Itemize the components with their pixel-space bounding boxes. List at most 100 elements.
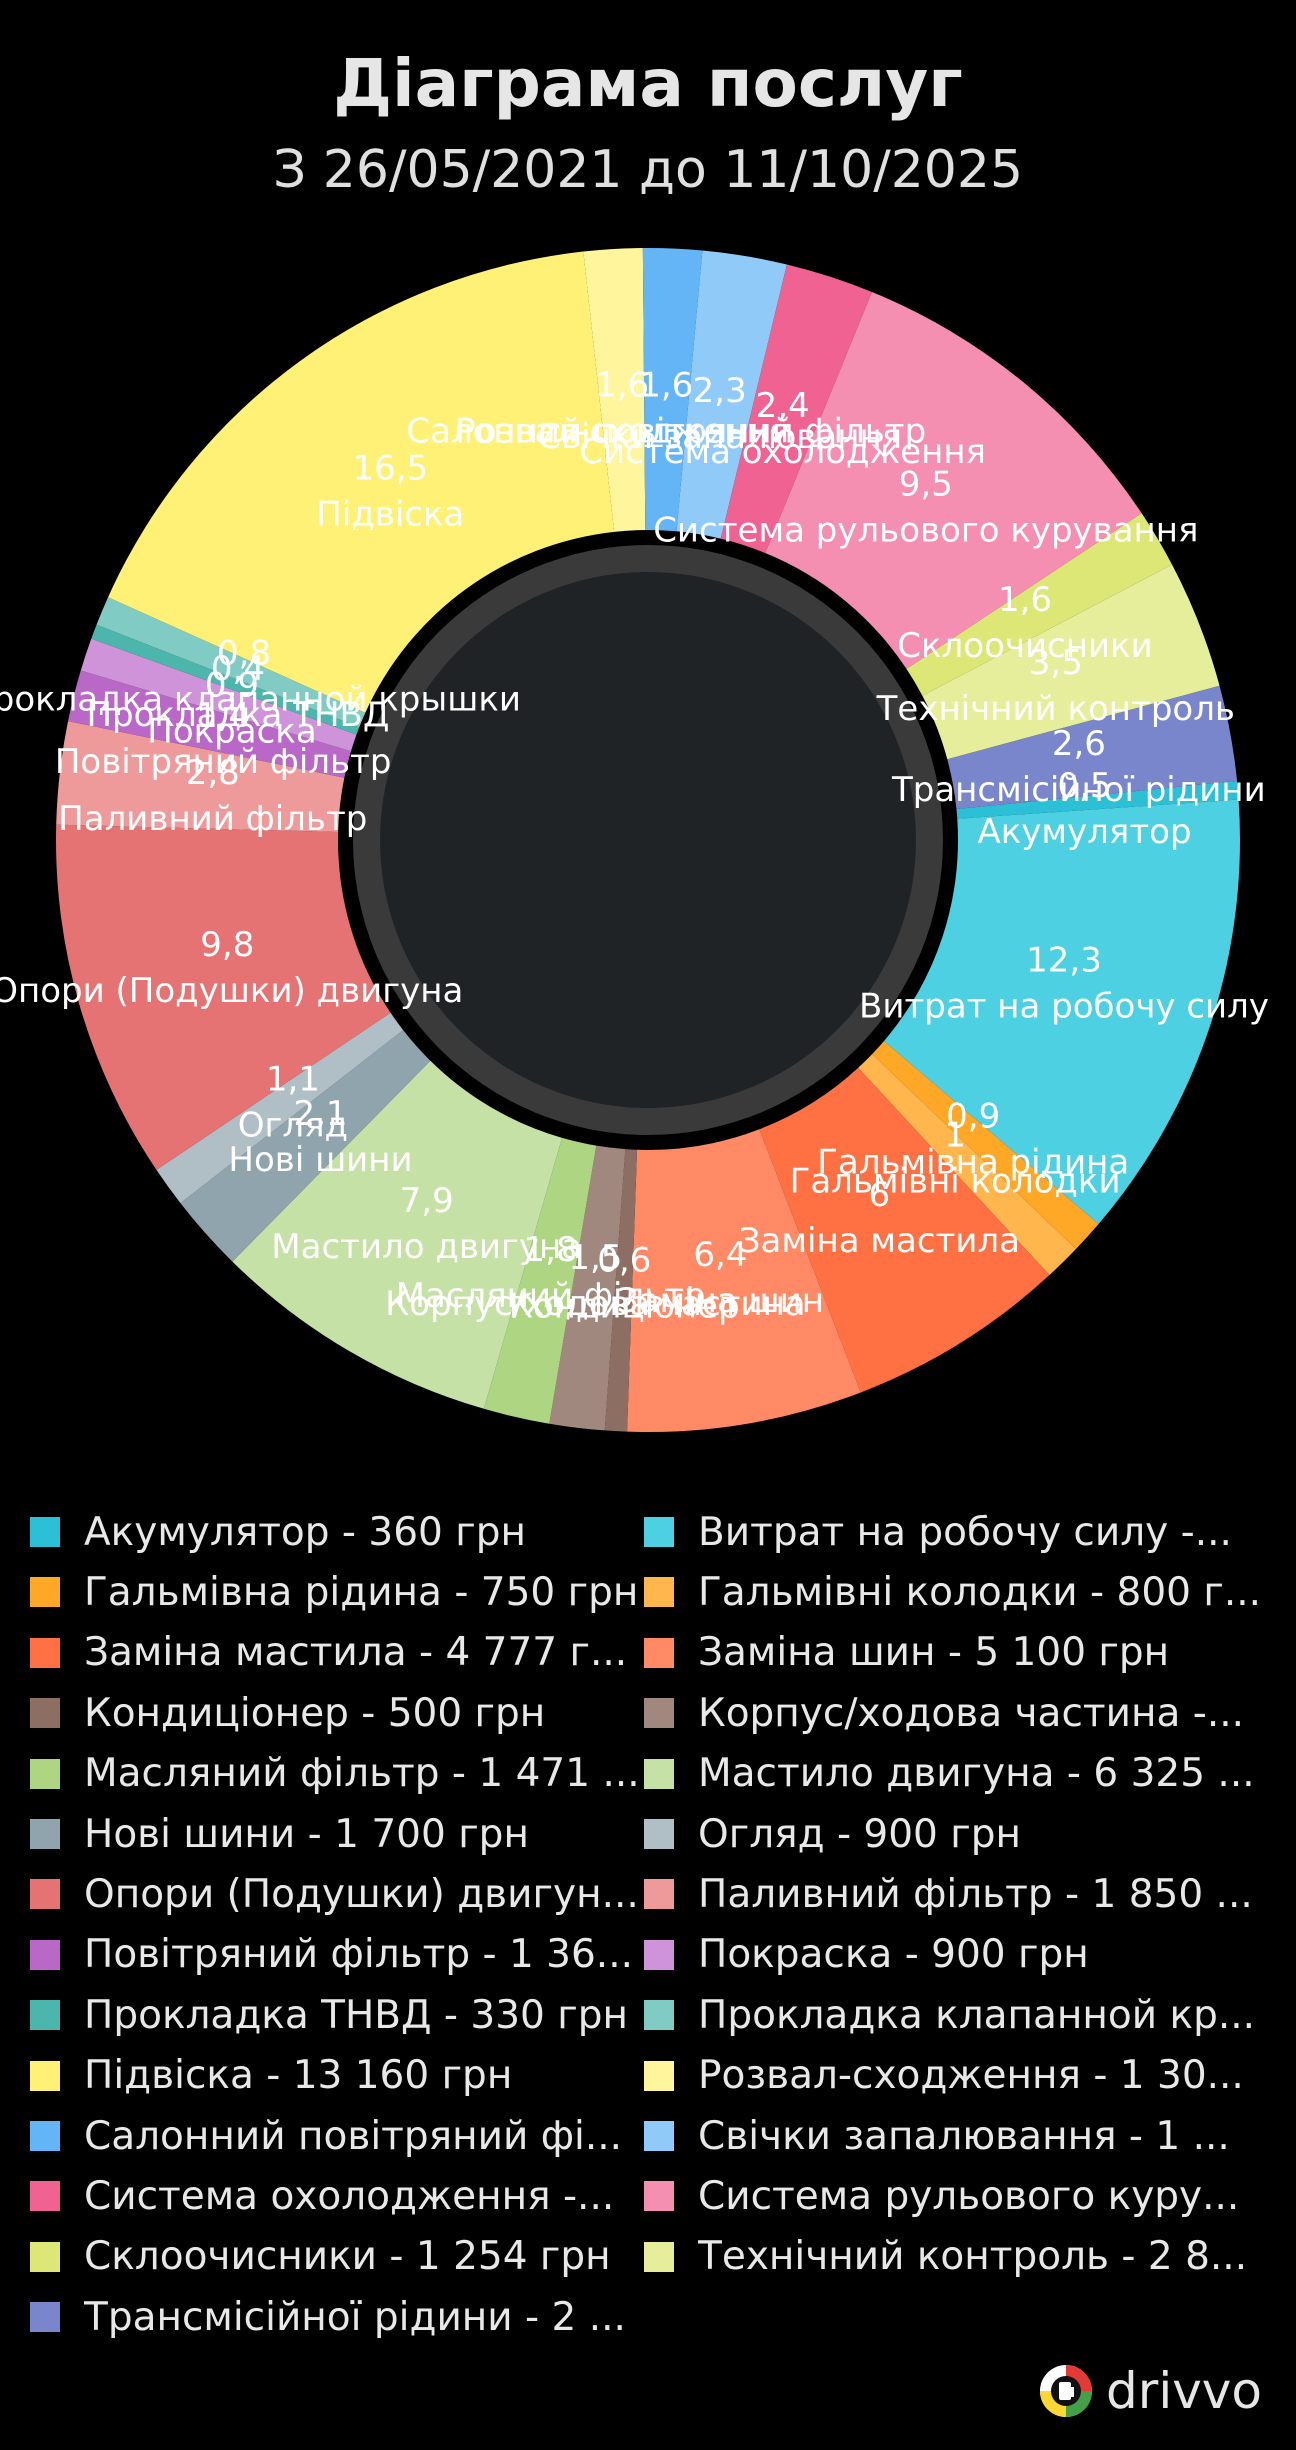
legend-item[interactable]: Розвал-сходження - 1 30... xyxy=(644,2052,1274,2100)
legend-item[interactable]: Система охолодження -... xyxy=(30,2172,642,2220)
legend-swatch xyxy=(30,2060,60,2091)
legend-item[interactable]: Технічний контроль - 2 8... xyxy=(644,2233,1274,2281)
legend-label: Акумулятор - 360 грн xyxy=(84,1509,526,1555)
slice[interactable] xyxy=(720,264,872,554)
legend-item[interactable]: Прокладка ТНВД - 330 грн xyxy=(30,1991,642,2039)
legend-item[interactable]: Заміна мастила - 4 777 г... xyxy=(30,1629,642,1677)
legend-item[interactable]: Гальмівна рідина - 750 грн xyxy=(30,1568,642,1616)
slice[interactable] xyxy=(55,824,391,1170)
slice-name-label: Огляд xyxy=(238,1106,348,1146)
legend-swatch xyxy=(644,2060,674,2091)
slice-name-label: Прокладка ТНВД xyxy=(86,695,389,735)
legend-item[interactable]: Покраска - 900 грн xyxy=(644,1931,1274,1979)
legend-swatch xyxy=(644,1879,674,1910)
legend-item[interactable]: Акумулятор - 360 грн xyxy=(30,1508,642,1556)
slice[interactable] xyxy=(956,780,1239,819)
slice-name-label: Розвал-сходження xyxy=(455,412,789,452)
legend-swatch xyxy=(644,1939,674,1970)
slice-value-label: 1,8 xyxy=(524,1230,578,1270)
legend-item[interactable]: Трансмісійної рідини - 2 ... xyxy=(30,2293,642,2341)
slice-name-label: Підвіска xyxy=(316,495,464,535)
legend-item[interactable]: Витрат на робочу силу -... xyxy=(644,1508,1274,1556)
slice-value-label: 1,6 xyxy=(639,365,693,405)
legend-label: Огляд - 900 грн xyxy=(698,1811,1021,1857)
slice-value-label: 2,6 xyxy=(1052,724,1106,764)
legend-label: Підвіска - 13 160 грн xyxy=(84,2053,513,2099)
legend-label: Технічний контроль - 2 8... xyxy=(698,2234,1248,2280)
legend-item[interactable]: Мастило двигуна - 6 325 ... xyxy=(644,1750,1274,1798)
slice[interactable] xyxy=(906,513,1172,696)
slice-name-label: Система рульового курування xyxy=(653,510,1198,550)
legend-item[interactable]: Підвіска - 13 160 грн xyxy=(30,2052,642,2100)
legend-label: Прокладка клапанной кр... xyxy=(698,1992,1256,2038)
slice[interactable] xyxy=(858,1054,1077,1276)
slice-name-label: Трансмісійної рідини xyxy=(891,770,1266,810)
slice[interactable] xyxy=(765,291,1142,669)
slice[interactable] xyxy=(56,721,345,832)
slice[interactable] xyxy=(883,799,1240,1225)
slice[interactable] xyxy=(156,1012,404,1204)
slice[interactable] xyxy=(642,248,703,532)
slice[interactable] xyxy=(108,251,615,713)
slice[interactable] xyxy=(180,1030,431,1262)
drivvo-logo-icon xyxy=(1040,2365,1093,2417)
slice[interactable] xyxy=(91,624,360,735)
slice-name-label: Мастило двигуна xyxy=(271,1227,582,1267)
slice-name-label: Корпус/ходова частина xyxy=(385,1284,806,1324)
slice-name-label: Акумулятор xyxy=(977,812,1191,852)
legend-label: Система охолодження -... xyxy=(84,2173,615,2219)
slice[interactable] xyxy=(483,1137,597,1424)
slice[interactable] xyxy=(676,250,787,539)
slice[interactable] xyxy=(68,670,351,778)
legend-item[interactable]: Гальмівні колодки - 800 г... xyxy=(644,1568,1274,1616)
legend-item[interactable]: Повітряний фільтр - 1 36... xyxy=(30,1931,642,1979)
legend-item[interactable]: Корпус/ходова частина -... xyxy=(644,1689,1274,1737)
slice[interactable] xyxy=(627,1129,861,1432)
slice[interactable] xyxy=(549,1145,626,1431)
legend-label: Свічки запалювання - 1 ... xyxy=(698,2113,1230,2159)
legend-swatch xyxy=(644,1577,674,1608)
legend-swatch xyxy=(30,1819,60,1849)
legend-swatch xyxy=(30,1879,60,1910)
legend-item[interactable]: Паливний фільтр - 1 850 ... xyxy=(644,1870,1274,1918)
legend-item[interactable]: Склоочисники - 1 254 грн xyxy=(30,2233,642,2281)
legend-swatch xyxy=(30,2181,60,2212)
legend-swatch xyxy=(30,2302,60,2333)
legend-item[interactable]: Кондиціонер - 500 грн xyxy=(30,1689,642,1737)
slice-name-label: Заміна мастила xyxy=(739,1221,1020,1261)
legend-label: Прокладка ТНВД - 330 грн xyxy=(84,1992,628,2038)
legend-item[interactable]: Прокладка клапанной кр... xyxy=(644,1991,1274,2039)
legend-item[interactable]: Свічки запалювання - 1 ... xyxy=(644,2112,1274,2160)
slice[interactable] xyxy=(872,1041,1099,1249)
legend-label: Опори (Подушки) двигун... xyxy=(84,1871,639,1917)
slice-name-label: Паливний фільтр xyxy=(58,799,367,839)
legend-swatch xyxy=(644,2000,674,2031)
legend-item[interactable]: Опори (Подушки) двигун... xyxy=(30,1870,642,1918)
slice-value-label: 1 xyxy=(944,1115,966,1155)
brand-name: drivvo xyxy=(1106,2362,1262,2420)
slice[interactable] xyxy=(759,1067,1050,1393)
legend-swatch xyxy=(644,2181,674,2212)
slice[interactable] xyxy=(583,248,646,532)
slice-value-label: 0,8 xyxy=(217,633,271,673)
slice-value-label: 2,3 xyxy=(693,371,747,411)
slice-name-label: Нові шини xyxy=(228,1140,412,1180)
legend-label: Масляний фільтр - 1 471 ... xyxy=(84,1751,640,1797)
legend-item[interactable]: Нові шини - 1 700 грн xyxy=(30,1810,642,1858)
slice[interactable] xyxy=(96,597,366,728)
legend-item[interactable]: Масляний фільтр - 1 471 ... xyxy=(30,1750,642,1798)
slice[interactable] xyxy=(604,1149,638,1432)
slice-value-label: 6,4 xyxy=(693,1235,747,1275)
slice-name-label: Система охолодження xyxy=(579,432,986,472)
slice[interactable] xyxy=(80,638,357,752)
slice-value-label: 0,9 xyxy=(205,666,259,706)
slice-value-label: 0,9 xyxy=(946,1097,1000,1137)
slice[interactable] xyxy=(232,1060,563,1409)
slice[interactable] xyxy=(947,685,1238,810)
legend-item[interactable]: Салонний повітряний фі... xyxy=(30,2112,642,2160)
legend-item[interactable]: Огляд - 900 грн xyxy=(644,1810,1274,1858)
legend-item[interactable]: Система рульового куру... xyxy=(644,2172,1274,2220)
slice-name-label: Масляний фільтр xyxy=(396,1276,706,1316)
slice[interactable] xyxy=(922,564,1220,760)
legend-item[interactable]: Заміна шин - 5 100 грн xyxy=(644,1629,1274,1677)
